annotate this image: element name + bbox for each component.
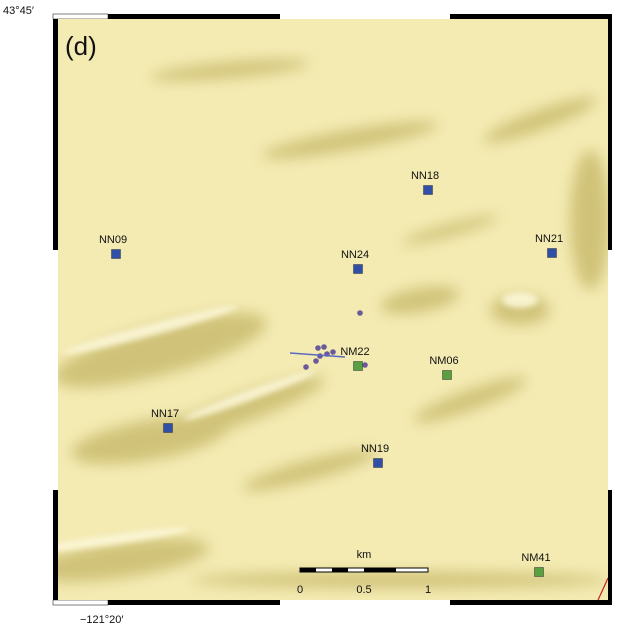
station-label: NM41	[521, 552, 550, 564]
terrain	[28, 19, 610, 600]
frame-segment	[53, 600, 108, 605]
station-marker	[164, 424, 173, 433]
latitude-label: 43°45′	[3, 5, 34, 17]
station-marker	[354, 265, 363, 274]
station-label: NN21	[535, 233, 563, 245]
station-marker	[443, 371, 452, 380]
scale-tick-label: 1	[425, 584, 431, 596]
station-marker	[112, 250, 121, 259]
station-marker	[424, 186, 433, 195]
frame-segment	[280, 600, 450, 605]
scale-tick-label: 0.5	[356, 584, 371, 596]
panel-label: (d)	[65, 31, 97, 61]
frame-segment	[53, 250, 58, 490]
station-marker	[535, 568, 544, 577]
station-label: NN09	[99, 234, 127, 246]
frame-segment	[280, 14, 450, 19]
station-marker	[548, 249, 557, 258]
station-marker	[374, 459, 383, 468]
longitude-label: −121°20′	[80, 614, 123, 626]
scale-tick-label: 0	[297, 584, 303, 596]
station-label: NN19	[361, 443, 389, 455]
station-label: NN18	[411, 170, 439, 182]
station-label: NM22	[340, 346, 369, 358]
station-label: NN17	[151, 408, 179, 420]
station-label: NM06	[429, 355, 458, 367]
station-label: NN24	[341, 249, 369, 261]
scale-unit: km	[357, 549, 372, 561]
frame-segment	[53, 14, 108, 19]
map: NN18 NN09 NN24 NN21 NM22 NM06 NN17 NN19 NM41 (d)…	[0, 0, 628, 627]
station-marker	[354, 362, 363, 371]
